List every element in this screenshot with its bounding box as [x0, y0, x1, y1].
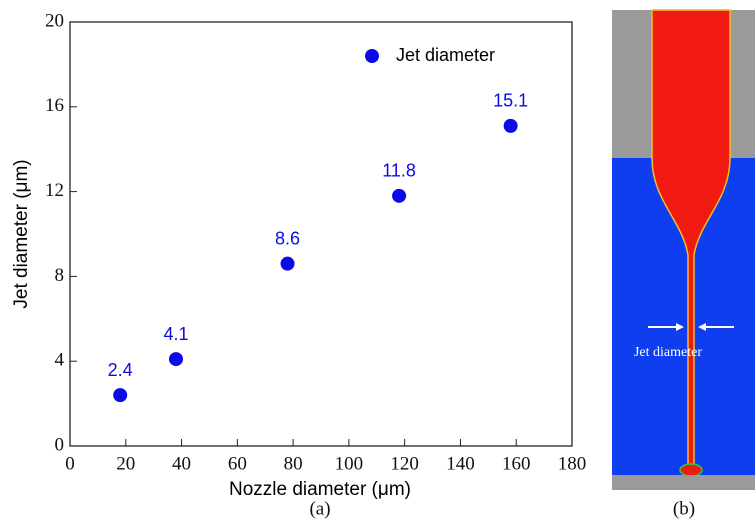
x-tick-label: 0: [65, 453, 75, 474]
arrowhead: [698, 323, 706, 331]
y-tick-label: 8: [55, 265, 65, 286]
data-label: 2.4: [108, 360, 133, 380]
x-tick-label: 180: [558, 453, 587, 474]
point: [280, 256, 295, 271]
x-tick-label: 20: [116, 453, 135, 474]
x-tick-label: 160: [502, 453, 531, 474]
plot-frame: [69, 21, 573, 447]
data-label: 11.8: [382, 161, 416, 181]
data-label: 8.6: [275, 228, 300, 248]
x-tick-label: 80: [284, 453, 303, 474]
simulation-image: Jet diameter: [612, 9, 755, 490]
nozzle-wall-right: [730, 10, 755, 158]
legend-marker: [365, 49, 379, 63]
point: [503, 118, 518, 133]
panel-label: (b): [673, 498, 695, 519]
legend-label: Jet diameter: [396, 45, 495, 65]
annotation: Jet diameter: [634, 345, 702, 360]
point: [392, 188, 407, 203]
x-tick-label: 100: [335, 453, 364, 474]
y-tick-label: 4: [55, 350, 65, 371]
y-tick-label: 16: [45, 95, 64, 116]
point: [113, 388, 128, 403]
substrate: [612, 475, 755, 490]
x-tick-label: 60: [228, 453, 247, 474]
jet-tip: [679, 463, 703, 477]
y-tick-label: 20: [45, 10, 64, 31]
data-label: 4.1: [163, 324, 188, 344]
data-label: 15.1: [493, 91, 528, 111]
y-axis-label: Jet diameter (μm): [11, 159, 32, 308]
x-axis-label: Nozzle diameter (μm): [229, 479, 411, 500]
y-tick-label: 12: [45, 180, 64, 201]
arrowhead: [676, 323, 684, 331]
point: [168, 352, 183, 367]
panel-label: (a): [309, 498, 330, 519]
nozzle-wall-left: [612, 10, 652, 158]
y-tick-label: 0: [55, 434, 65, 455]
x-tick-label: 120: [390, 453, 419, 474]
x-tick-label: 140: [446, 453, 475, 474]
x-tick-label: 40: [172, 453, 191, 474]
